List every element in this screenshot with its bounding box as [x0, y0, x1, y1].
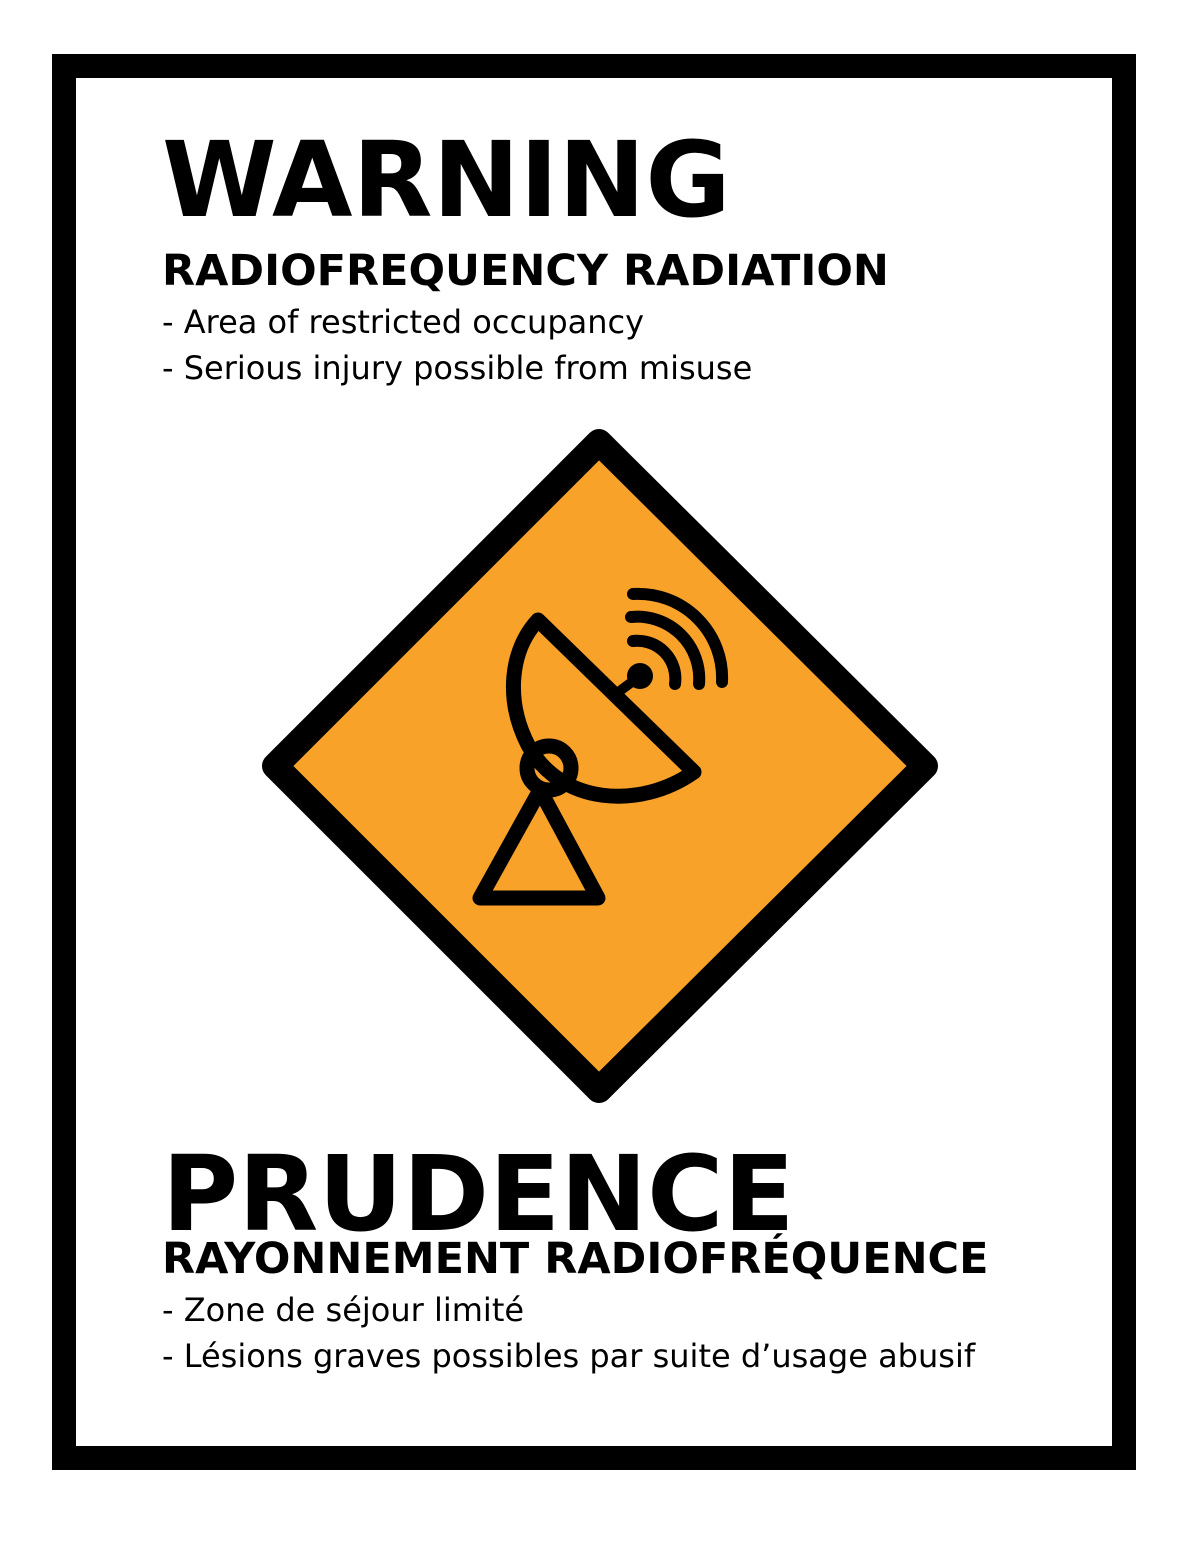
sign-border	[52, 54, 1136, 1470]
english-bullet-1: - Area of restricted occupancy	[162, 303, 645, 341]
french-subheading: RAYONNEMENT RADIOFRÉQUENCE	[162, 1234, 989, 1284]
english-subheading: RADIOFREQUENCY RADIATION	[162, 246, 889, 296]
french-bullet-2: - Lésions graves possibles par suite d’u…	[162, 1337, 976, 1375]
english-bullet-2: - Serious injury possible from misuse	[162, 349, 753, 387]
dish-feed-point	[627, 663, 653, 689]
radio-wave-2	[625, 610, 706, 690]
dish-pedestal	[472, 782, 606, 906]
radio-wave-1	[627, 634, 682, 690]
french-bullet-1: - Zone de séjour limité	[162, 1291, 525, 1329]
hazard-diamond-shape	[262, 429, 938, 1103]
dish-bowl	[505, 612, 702, 804]
satellite-dish-icon	[472, 587, 729, 906]
dish-mount	[519, 738, 579, 798]
radio-wave-3	[627, 587, 729, 688]
english-headline: WARNING	[162, 119, 731, 241]
french-headline: PRUDENCE	[162, 1133, 795, 1255]
